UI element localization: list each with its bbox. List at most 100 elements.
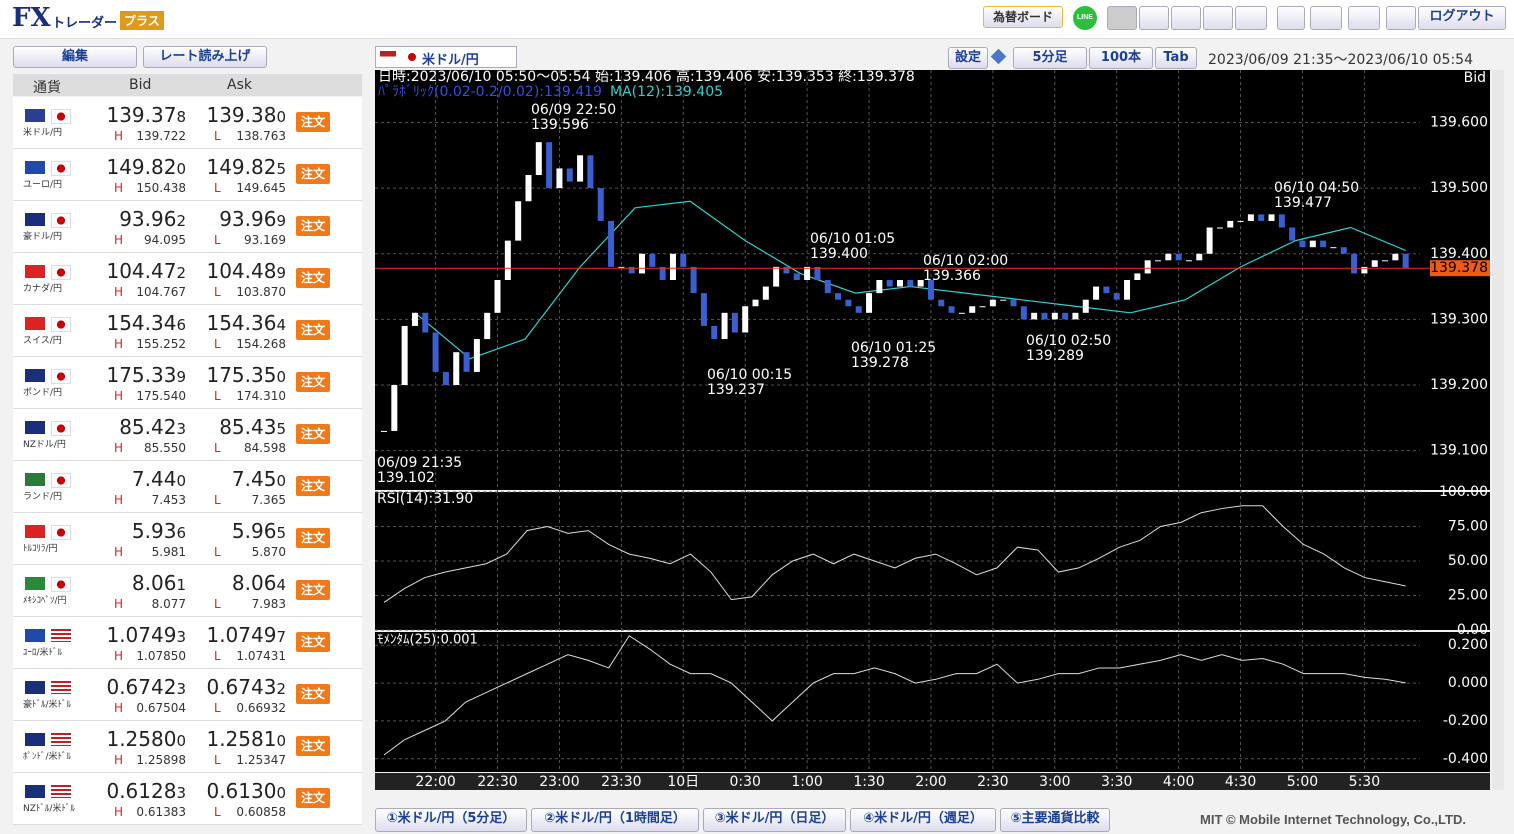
price-pip: 7 [276, 628, 286, 646]
price-main: 149.82 [206, 155, 277, 179]
chart-tab[interactable]: ③米ドル/円（日足） [703, 808, 846, 832]
candle [1237, 220, 1244, 222]
candle [762, 286, 769, 300]
chart-tab[interactable]: ④米ドル/円（週足） [850, 808, 996, 832]
layout-button[interactable] [1203, 6, 1233, 30]
x-tick-label: 22:30 [477, 774, 517, 790]
y-tick-label: 139.100 [1430, 443, 1488, 459]
high: 85.550 [144, 441, 186, 455]
x-tick-label: 2:00 [915, 774, 946, 790]
bars[interactable]: 100本 [1089, 47, 1153, 69]
price-pip: 0 [276, 472, 286, 490]
rate-row: NZドル/円 85.423 85.435 H 85.550 L 84.598 注文 [13, 409, 362, 461]
price-main: 85.43 [219, 415, 277, 439]
print-button[interactable] [1310, 6, 1342, 30]
x-tick-label: 22:00 [415, 774, 455, 790]
candle [432, 332, 439, 372]
flag [25, 785, 45, 798]
low-label: L [214, 233, 221, 247]
low-label: L [214, 181, 221, 195]
candle [1258, 214, 1265, 221]
candle [381, 430, 387, 432]
candle [845, 299, 852, 307]
candle [401, 325, 408, 385]
chart-tab[interactable]: ⑤主要通貨比較 [1000, 808, 1110, 832]
price-main: 7.44 [131, 467, 177, 491]
order-button[interactable]: 注文 [296, 164, 330, 184]
chart-tab[interactable]: ②米ドル/円（1時間足） [531, 808, 699, 832]
range: 2023/06/09 21:35～2023/06/10 05:54 [1208, 52, 1473, 68]
candle [442, 371, 449, 385]
layout-button[interactable] [1139, 6, 1169, 30]
low-label: L [214, 597, 221, 611]
tab[interactable]: Tab [1155, 47, 1197, 69]
rate-row: ﾒｷｼｺﾍﾟｿ/円 8.061 8.064 H 8.077 L 7.983 注文 [13, 565, 362, 617]
x-tick-label: 23:00 [539, 774, 579, 790]
candle [1216, 227, 1223, 229]
order-button[interactable]: 注文 [296, 320, 330, 340]
candle [504, 240, 511, 280]
low: 1.07431 [236, 649, 286, 663]
low-label: L [214, 701, 221, 715]
logout-button[interactable]: ログアウト [1418, 6, 1506, 30]
order-button[interactable]: 注文 [296, 216, 330, 236]
candle [1206, 227, 1213, 254]
candle [690, 266, 697, 294]
ma-label: MA(12):139.405 [610, 84, 723, 100]
order-button[interactable]: 注文 [296, 372, 330, 392]
pair-select[interactable]: 米ドル/円 [375, 46, 517, 68]
order-button[interactable]: 注文 [296, 580, 330, 600]
read-button[interactable]: レート読み上げ [143, 46, 267, 68]
price-pip: 1 [176, 576, 186, 594]
flag [25, 265, 45, 278]
x-tick-label: 23:30 [601, 774, 641, 790]
pair-name: 豪ドル/円 [23, 232, 63, 242]
order-button[interactable]: 注文 [296, 632, 330, 652]
price-main: 5.93 [131, 519, 177, 543]
x-tick-label: 5:00 [1287, 774, 1318, 790]
layout-button[interactable] [1171, 6, 1201, 30]
board-button[interactable]: 為替ボード [983, 6, 1063, 28]
price: 0.67432 [206, 675, 286, 699]
pair-label: 米ドル/円 [422, 53, 479, 68]
annotation: 06/10 02:50 [1026, 333, 1111, 349]
order-button[interactable]: 注文 [296, 424, 330, 444]
candle [938, 299, 945, 307]
candle [1000, 299, 1007, 301]
layout-button[interactable] [1107, 6, 1137, 30]
flag [51, 421, 71, 436]
candle [1113, 293, 1120, 300]
candle [897, 280, 903, 287]
flag [25, 317, 45, 330]
settings[interactable]: 設定 [948, 47, 988, 69]
price: 8.061 [132, 571, 186, 595]
candle [473, 339, 480, 372]
order-button[interactable]: 注文 [296, 268, 330, 288]
order-button[interactable]: 注文 [296, 736, 330, 756]
candle [566, 168, 573, 182]
line-button[interactable]: LINE [1073, 6, 1097, 30]
order-button[interactable]: 注文 [296, 528, 330, 548]
order-button[interactable]: 注文 [296, 112, 330, 132]
order-button[interactable]: 注文 [296, 788, 330, 808]
help-button[interactable] [1386, 6, 1416, 30]
flag [51, 109, 71, 124]
layout-button[interactable] [1235, 6, 1267, 30]
order-button[interactable]: 注文 [296, 684, 330, 704]
price: 1.07493 [106, 623, 186, 647]
candle [391, 385, 398, 431]
price: 1.25810 [206, 727, 286, 751]
order-button[interactable]: 注文 [296, 476, 330, 496]
edit-button[interactable]: 編集 [13, 46, 137, 68]
save-button[interactable] [1277, 6, 1305, 30]
chart-tab[interactable]: ①米ドル/円（5分足） [375, 808, 527, 832]
price-main: 1.0749 [206, 623, 277, 647]
low: 1.25347 [236, 753, 286, 767]
settings-button[interactable] [1348, 6, 1380, 30]
high-label: H [114, 285, 124, 299]
candle [1185, 260, 1192, 262]
price-pip: 2 [176, 212, 186, 230]
price: 154.364 [206, 311, 286, 335]
candle [1031, 312, 1038, 320]
interval[interactable]: 5分足 [1013, 47, 1087, 69]
